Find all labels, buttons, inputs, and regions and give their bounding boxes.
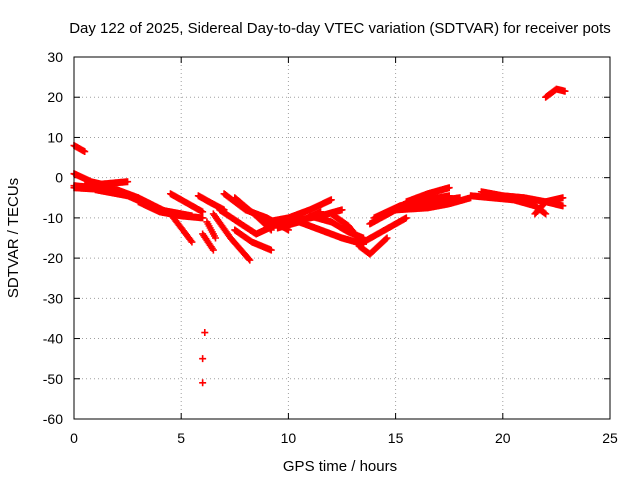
- data-point-marker: [199, 355, 207, 363]
- data-point-marker: [199, 214, 207, 222]
- grid-lines: [74, 57, 610, 419]
- data-point-marker: [81, 148, 89, 156]
- x-tick-label: 25: [602, 430, 618, 446]
- data-point-marker: [559, 194, 567, 202]
- series-track-17: [263, 196, 335, 226]
- y-tick-label: -50: [43, 371, 63, 387]
- data-point-marker: [561, 87, 569, 95]
- series-track-7: [166, 190, 207, 216]
- data-point-marker: [267, 246, 275, 254]
- series-track-10: [199, 230, 217, 254]
- data-point-marker: [541, 209, 549, 217]
- data-point-marker: [383, 234, 391, 242]
- data-point-marker: [327, 196, 335, 204]
- data-point-marker: [246, 256, 254, 264]
- series-track-15: [231, 226, 275, 254]
- data-point-marker: [199, 208, 207, 216]
- data-point-marker: [382, 235, 390, 243]
- y-tick-label: 0: [55, 170, 63, 186]
- tick-labels: 0 5 10 15 20 25 30 20 10 0 -10 -20 -30 -40 -50 -60: [43, 49, 618, 446]
- series-track-11: [203, 218, 220, 242]
- y-tick-label: -60: [43, 411, 63, 427]
- data-points: [70, 85, 569, 387]
- series-isolated: [199, 329, 209, 387]
- data-point-marker: [559, 202, 567, 210]
- y-axis-label: SDTVAR / TECUs: [5, 178, 22, 298]
- y-tick-label: 20: [47, 89, 63, 105]
- data-point-marker: [188, 238, 196, 246]
- data-point-marker: [338, 206, 346, 214]
- series-track-20: [306, 212, 367, 242]
- x-tick-label: 5: [177, 430, 185, 446]
- data-point-marker: [209, 246, 217, 254]
- y-tick-label: 10: [47, 129, 63, 145]
- data-point-marker: [124, 178, 132, 186]
- y-tick-label: -30: [43, 290, 63, 306]
- data-point-marker: [201, 329, 209, 337]
- chart-title: Day 122 of 2025, Sidereal Day-to-day VTE…: [69, 20, 611, 37]
- data-point-marker: [542, 210, 550, 218]
- data-point-marker: [199, 379, 207, 387]
- x-axis-label: GPS time / hours: [283, 458, 397, 475]
- data-point-marker: [245, 255, 253, 263]
- y-tick-label: -10: [43, 210, 63, 226]
- series-track-23: [359, 214, 410, 246]
- series-track-12: [216, 206, 260, 238]
- data-point-marker: [187, 237, 195, 245]
- series-track-27: [402, 184, 453, 206]
- data-point-marker: [445, 192, 453, 200]
- data-point-marker: [402, 214, 410, 222]
- plot-frame: [73, 56, 611, 420]
- series-track-31: [542, 85, 569, 101]
- x-tick-label: 10: [281, 430, 297, 446]
- data-point-marker: [317, 208, 325, 216]
- series-track-26: [392, 194, 475, 214]
- series-track-22: [355, 234, 391, 258]
- series-track-30: [531, 194, 567, 218]
- x-tick-label: 20: [495, 430, 511, 446]
- y-tick-label: -20: [43, 250, 63, 266]
- y-tick-label: -40: [43, 331, 63, 347]
- y-tick-label: 30: [47, 49, 63, 65]
- series-track-4: [81, 178, 132, 190]
- series-track-6: [134, 198, 207, 222]
- data-point-marker: [445, 184, 453, 192]
- x-tick-label: 15: [388, 430, 404, 446]
- data-point-marker: [212, 234, 220, 242]
- series-track-9: [209, 210, 254, 264]
- x-tick-label: 0: [70, 430, 78, 446]
